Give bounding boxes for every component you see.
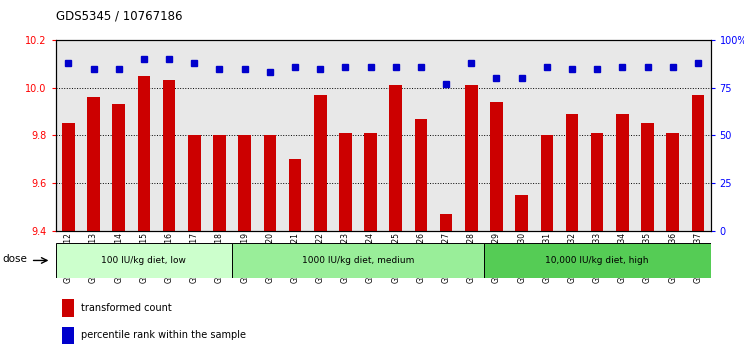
Bar bbox=[112, 104, 125, 231]
Bar bbox=[591, 133, 603, 231]
FancyBboxPatch shape bbox=[484, 243, 711, 278]
Bar bbox=[667, 133, 679, 231]
Bar bbox=[214, 135, 225, 231]
Text: GDS5345 / 10767186: GDS5345 / 10767186 bbox=[56, 9, 182, 22]
Bar bbox=[188, 135, 201, 231]
Bar bbox=[87, 97, 100, 231]
Text: dose: dose bbox=[3, 254, 28, 264]
Bar bbox=[641, 123, 654, 231]
Bar bbox=[62, 299, 74, 317]
Bar bbox=[163, 81, 176, 231]
Bar bbox=[263, 135, 276, 231]
Text: 1000 IU/kg diet, medium: 1000 IU/kg diet, medium bbox=[302, 256, 414, 265]
Bar bbox=[541, 135, 553, 231]
Bar bbox=[289, 159, 301, 231]
Text: 100 IU/kg diet, low: 100 IU/kg diet, low bbox=[101, 256, 187, 265]
FancyBboxPatch shape bbox=[56, 243, 232, 278]
FancyBboxPatch shape bbox=[232, 243, 484, 278]
Text: percentile rank within the sample: percentile rank within the sample bbox=[80, 330, 246, 340]
Bar bbox=[565, 114, 578, 231]
Bar bbox=[414, 119, 427, 231]
Bar bbox=[138, 76, 150, 231]
Bar bbox=[314, 95, 327, 231]
Bar bbox=[365, 133, 377, 231]
Text: transformed count: transformed count bbox=[80, 303, 171, 313]
Bar bbox=[465, 85, 478, 231]
Bar bbox=[490, 102, 503, 231]
Bar bbox=[516, 195, 528, 231]
Bar bbox=[616, 114, 629, 231]
Bar bbox=[339, 133, 352, 231]
Bar bbox=[389, 85, 402, 231]
Bar bbox=[62, 123, 74, 231]
Bar bbox=[440, 214, 452, 231]
Bar bbox=[62, 327, 74, 344]
Bar bbox=[238, 135, 251, 231]
Bar bbox=[692, 95, 705, 231]
Text: 10,000 IU/kg diet, high: 10,000 IU/kg diet, high bbox=[545, 256, 649, 265]
